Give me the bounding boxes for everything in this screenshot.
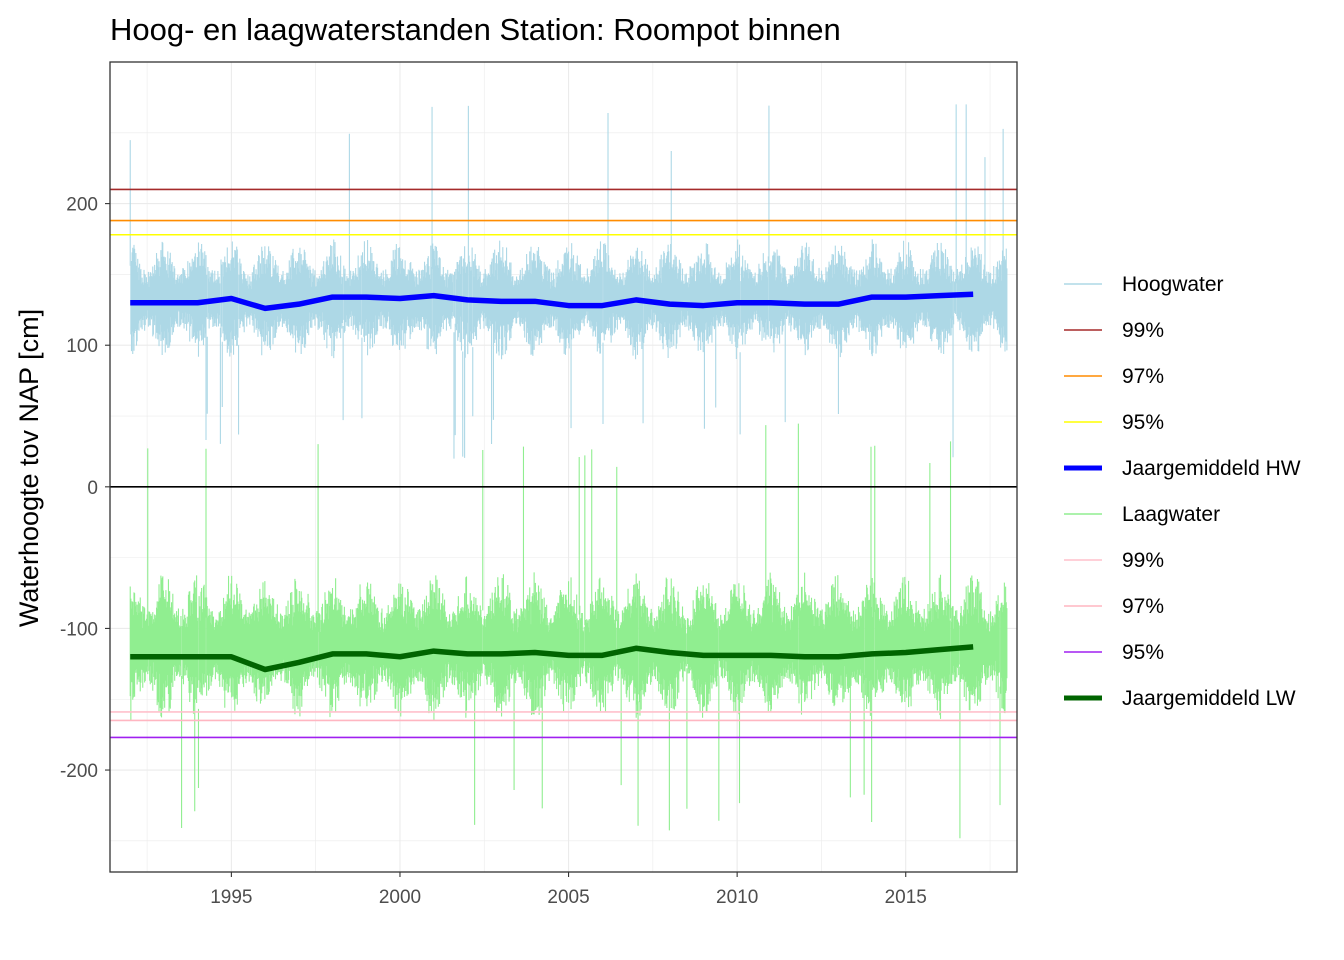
annual-mean-lw-line (130, 644, 974, 673)
plot-area (110, 104, 1017, 839)
x-tick-label: 2015 (885, 887, 927, 908)
legend-label: 99% (1122, 549, 1164, 572)
y-tick-label: 200 (66, 195, 98, 216)
x-tick-label: 2000 (379, 887, 421, 908)
axes: 1995 2000 2005 2010 2015 -200 -100 0 100 200 (60, 195, 927, 908)
x-tick-label: 2005 (547, 887, 589, 908)
legend-label: 99% (1122, 319, 1164, 342)
legend-label: Jaargemiddeld HW (1122, 457, 1301, 480)
y-tick-label: -200 (60, 761, 98, 782)
legend-label: 95% (1122, 641, 1164, 664)
x-tick-label: 1995 (210, 887, 252, 908)
legend-label: Laagwater (1122, 503, 1220, 526)
y-tick-label: 0 (87, 478, 98, 499)
reference-lines (110, 188, 1017, 739)
plot-border (109, 61, 1018, 873)
chart-title: Hoog- en laagwaterstanden Station: Roomp… (110, 12, 841, 47)
legend-label: 97% (1122, 365, 1164, 388)
legend-label: Hoogwater (1122, 273, 1224, 296)
legend-label: 97% (1122, 595, 1164, 618)
y-axis-label: Waterhoogte tov NAP [cm] (14, 309, 44, 627)
x-tick-label: 2010 (716, 887, 758, 908)
y-tick-label: -100 (60, 619, 98, 640)
annual-mean-hw-line (130, 291, 974, 312)
grid (110, 61, 1017, 872)
legend-label: 95% (1122, 411, 1164, 434)
y-tick-label: 100 (66, 336, 98, 357)
legend-label: Jaargemiddeld LW (1122, 687, 1296, 710)
annual-means (130, 291, 974, 673)
legend: Hoogwater 99% 97% 95% Jaargemiddeld HW Laagwa… (1064, 273, 1301, 710)
